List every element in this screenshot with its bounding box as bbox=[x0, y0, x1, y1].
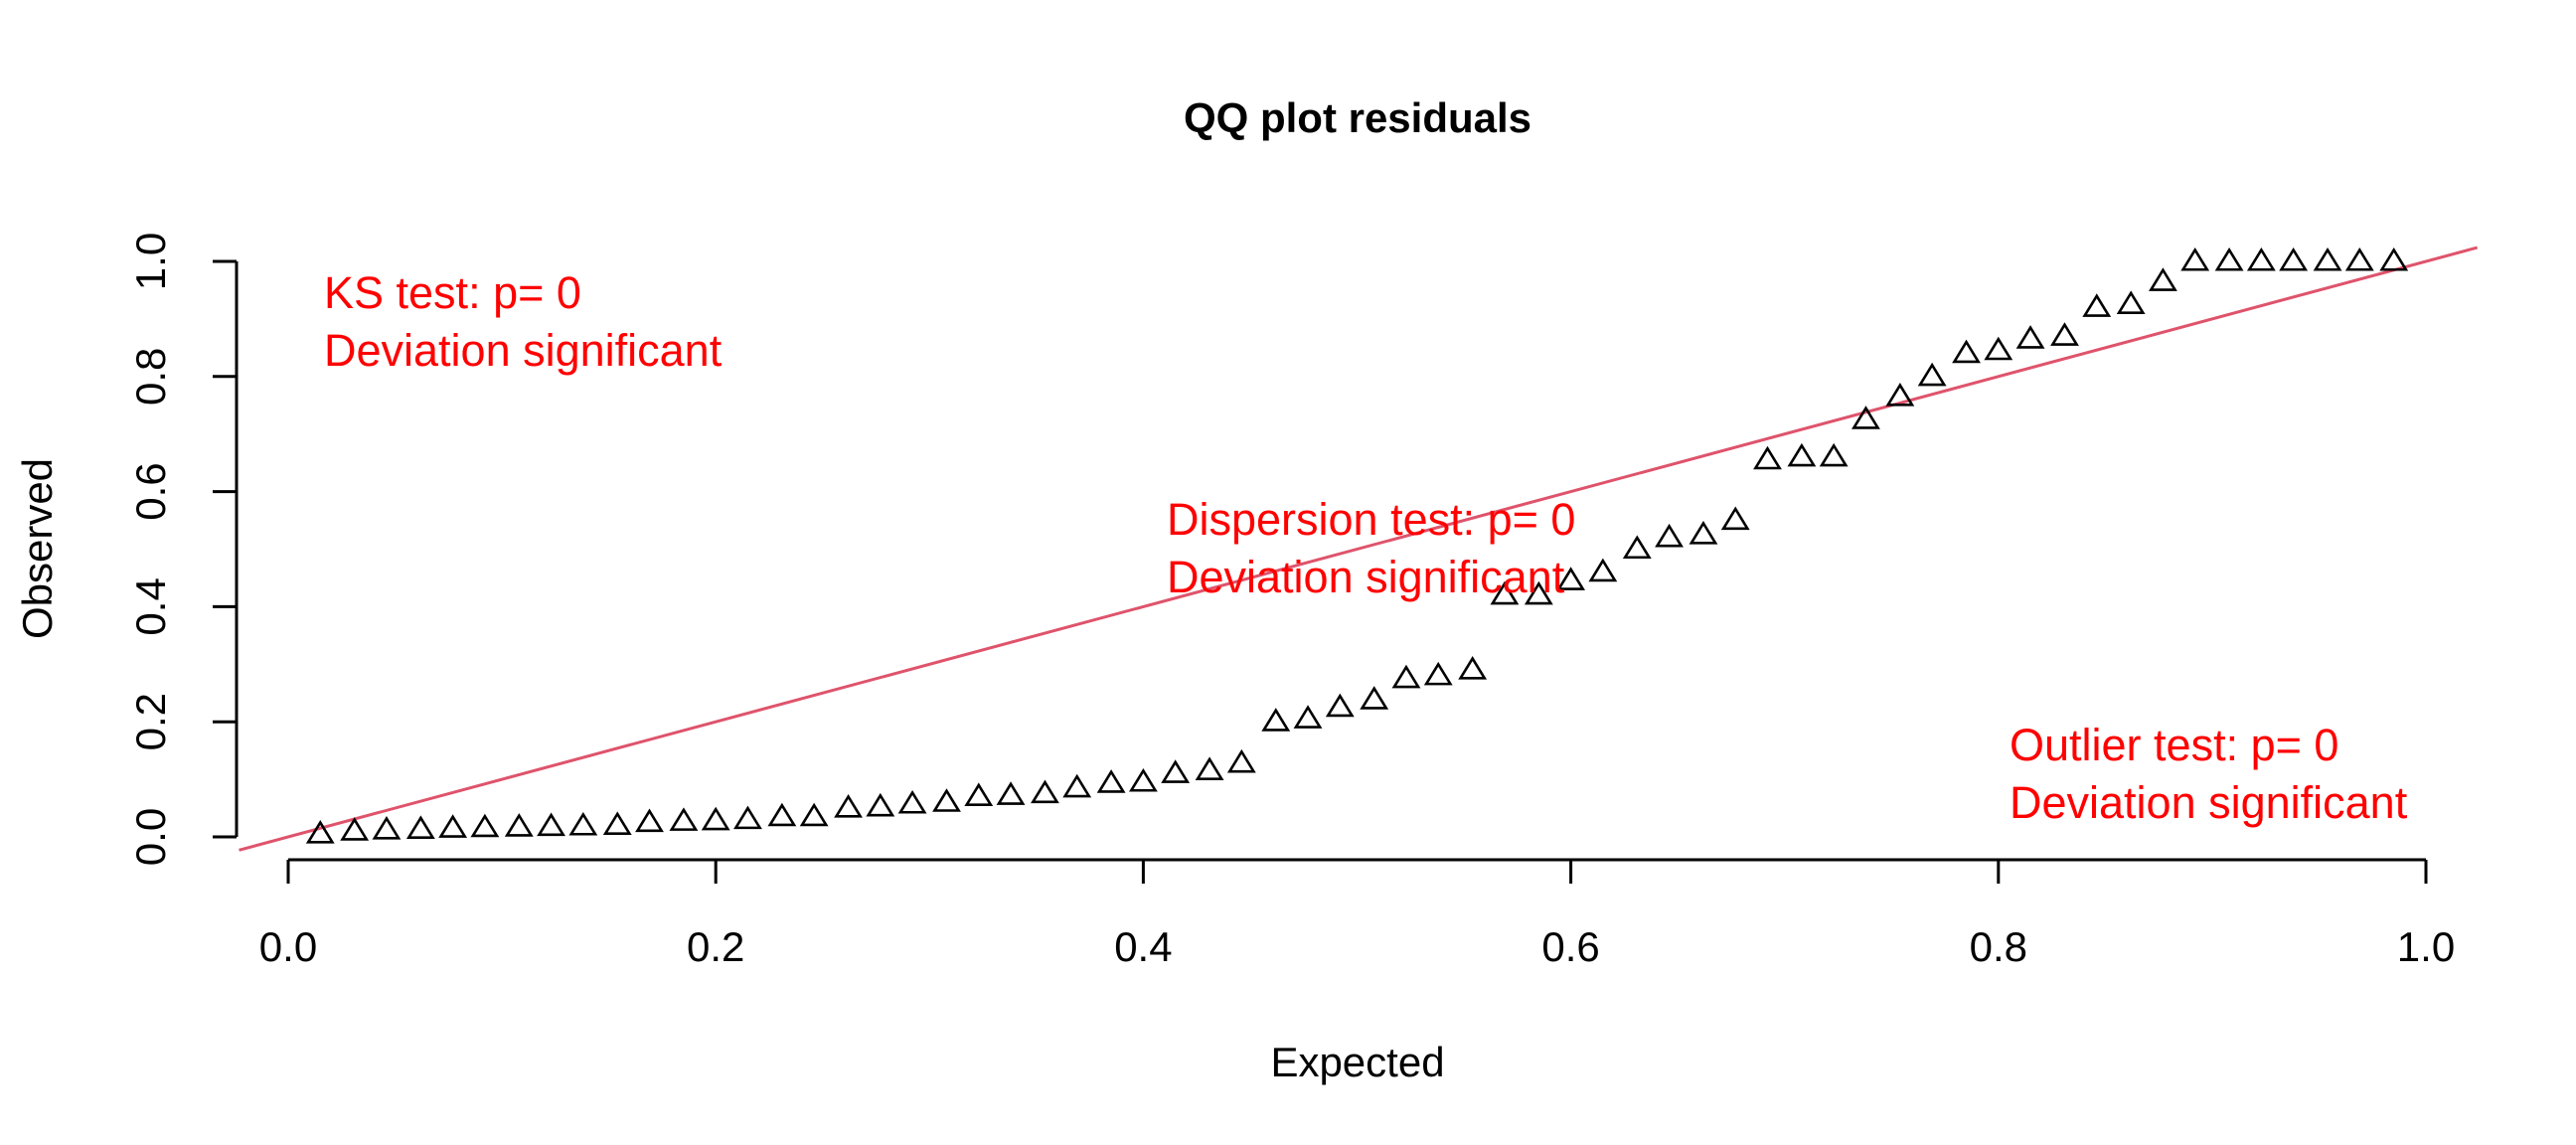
data-point bbox=[1031, 779, 1059, 804]
data-point bbox=[834, 794, 863, 818]
data-point bbox=[1458, 656, 1488, 680]
data-point bbox=[1226, 748, 1256, 773]
data-point bbox=[537, 812, 565, 837]
data-point bbox=[964, 782, 994, 807]
data-point bbox=[1490, 580, 1520, 605]
y-tick-label: 0.0 bbox=[127, 808, 174, 866]
data-point bbox=[1622, 535, 1652, 560]
data-point bbox=[504, 813, 534, 837]
x-tick-label: 0.2 bbox=[687, 923, 744, 970]
outlier-annotation-line: Deviation significant bbox=[2010, 777, 2408, 828]
y-tick-label: 0.6 bbox=[127, 462, 174, 520]
data-point bbox=[799, 802, 829, 827]
data-point bbox=[2279, 246, 2309, 271]
dispersion-annotation-line: Dispersion test: p= 0 bbox=[1167, 494, 1575, 545]
data-point bbox=[438, 814, 468, 838]
identity-line bbox=[239, 245, 2479, 852]
data-point bbox=[1885, 383, 1915, 407]
data-point bbox=[897, 789, 927, 814]
data-point bbox=[866, 792, 895, 817]
data-point bbox=[2379, 246, 2409, 271]
x-tick-label: 1.0 bbox=[2397, 923, 2455, 970]
x-axis-label: Expected bbox=[1270, 1039, 1444, 1085]
data-point bbox=[1524, 580, 1553, 605]
data-point bbox=[635, 808, 664, 833]
data-point bbox=[996, 781, 1026, 805]
data-point bbox=[2116, 290, 2146, 314]
data-point bbox=[1195, 756, 1224, 780]
data-point bbox=[701, 806, 730, 831]
data-point bbox=[1917, 362, 1947, 387]
data-point bbox=[2246, 246, 2276, 271]
x-tick-label: 0.6 bbox=[1541, 923, 1599, 970]
data-point bbox=[1819, 442, 1849, 467]
data-point bbox=[405, 815, 435, 840]
data-point bbox=[2082, 293, 2112, 317]
reference-line bbox=[239, 245, 2479, 852]
data-point bbox=[2149, 267, 2177, 291]
outlier-annotation-line: Outlier test: p= 0 bbox=[2010, 720, 2338, 770]
y-tick-label: 0.4 bbox=[127, 577, 174, 635]
y-tick-label: 0.2 bbox=[127, 693, 174, 750]
axes: 0.0 0.2 0.4 0.6 0.8 1.0 0.0 0.2 0.4 0.6 0.8 1.0 bbox=[127, 233, 2455, 970]
data-point bbox=[1293, 705, 1323, 729]
data-point bbox=[2214, 246, 2244, 271]
x-tick-label: 0.0 bbox=[259, 923, 317, 970]
ks-annotation-line: Deviation significant bbox=[324, 325, 723, 376]
data-point bbox=[1720, 506, 1750, 531]
x-tick-label: 0.8 bbox=[1970, 923, 2027, 970]
y-tick-label: 1.0 bbox=[127, 233, 174, 290]
x-tick-label: 0.4 bbox=[1114, 923, 1172, 970]
data-point bbox=[1787, 442, 1817, 467]
data-point bbox=[2313, 246, 2342, 271]
data-point bbox=[1391, 664, 1421, 689]
data-point bbox=[1360, 686, 1389, 710]
data-point bbox=[1984, 336, 2013, 361]
data-point bbox=[2050, 322, 2079, 346]
data-point bbox=[470, 813, 500, 838]
data-point bbox=[1556, 567, 1586, 590]
data-point bbox=[1325, 693, 1355, 718]
data-point bbox=[2015, 325, 2045, 349]
y-axis-label: Observed bbox=[14, 458, 61, 639]
data-point bbox=[1128, 767, 1158, 792]
data-point bbox=[1062, 773, 1092, 798]
data-point bbox=[602, 811, 632, 835]
ks-annotation-line: KS test: p= 0 bbox=[324, 267, 581, 318]
data-point bbox=[568, 811, 598, 836]
data-point bbox=[1588, 558, 1618, 582]
data-point bbox=[767, 802, 797, 827]
annotations: KS test: p= 0 Deviation significant Disper… bbox=[324, 267, 2408, 828]
data-point bbox=[1852, 406, 1880, 429]
data-point bbox=[669, 807, 699, 831]
data-point bbox=[932, 788, 961, 812]
chart-title: QQ plot residuals bbox=[1184, 94, 1531, 141]
data-point bbox=[1261, 708, 1291, 732]
data-point bbox=[305, 820, 335, 844]
data-point bbox=[1161, 759, 1191, 783]
data-points bbox=[305, 246, 2409, 844]
data-point bbox=[2180, 246, 2210, 271]
data-point bbox=[1952, 339, 1981, 364]
data-point bbox=[2344, 246, 2374, 271]
y-tick-label: 0.8 bbox=[127, 348, 174, 406]
data-point bbox=[1655, 523, 1684, 548]
data-point bbox=[372, 816, 402, 840]
data-point bbox=[340, 817, 370, 841]
dispersion-annotation-line: Deviation significant bbox=[1167, 552, 1565, 602]
data-point bbox=[1753, 445, 1782, 470]
data-point bbox=[1096, 769, 1126, 793]
data-point bbox=[1423, 661, 1453, 686]
data-point bbox=[1689, 520, 1718, 545]
data-point bbox=[733, 805, 762, 830]
